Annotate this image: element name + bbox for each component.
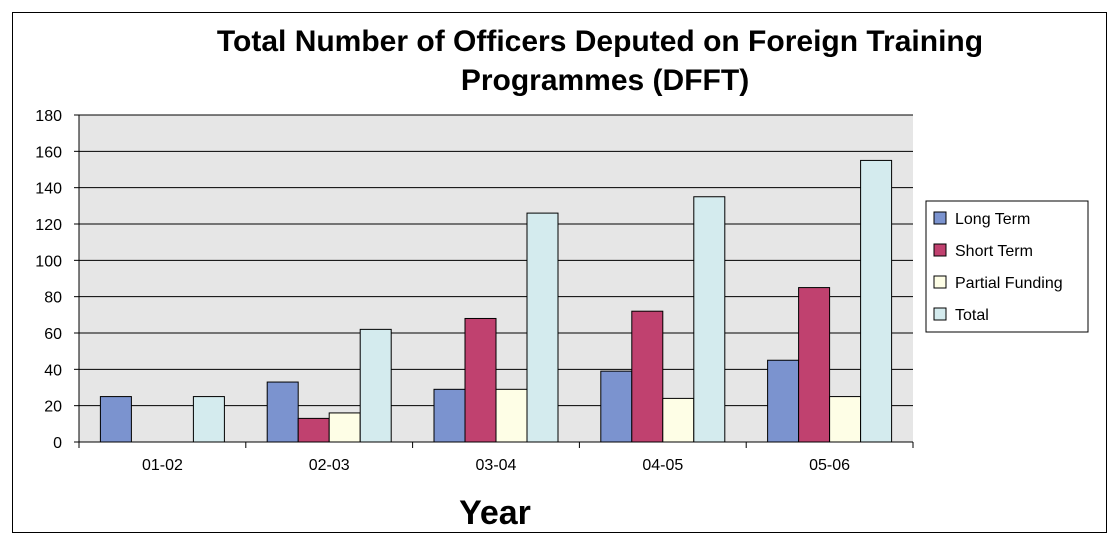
legend-swatch-total (933, 307, 947, 321)
y-tick-label: 100 (35, 253, 62, 270)
bar-partial-funding-03-04 (495, 388, 528, 443)
bar-long-term-05-06 (767, 359, 800, 443)
legend-swatch-long-term (933, 211, 947, 225)
legend: Long Term Short Term Partial Funding Total (925, 200, 1089, 333)
legend-label-short-term: Short Term (955, 243, 1033, 260)
chart-title-line1: Total Number of Officers Deputed on Fore… (217, 25, 983, 58)
y-tick-label: 60 (44, 326, 62, 343)
bar-partial-funding-05-06 (829, 396, 862, 443)
x-tick-label: 02-03 (309, 457, 350, 474)
x-tick-label: 04-05 (642, 457, 683, 474)
y-tick-label: 120 (35, 217, 62, 234)
y-tick-label: 20 (44, 399, 62, 416)
y-tick-label: 140 (35, 181, 62, 198)
x-tick-label: 01-02 (142, 457, 183, 474)
bar-short-term-03-04 (464, 317, 497, 443)
chart-title-line2: Programmes (DFFT) (461, 64, 749, 97)
bar-total-02-03 (359, 328, 392, 443)
bar-total-05-06 (860, 159, 893, 443)
y-tick-label: 40 (44, 362, 62, 379)
x-axis-label: Year (459, 494, 531, 532)
y-axis-ticks: 0 20 40 60 80 100 120 140 160 180 (35, 108, 79, 452)
y-tick-label: 180 (35, 108, 62, 125)
legend-label-long-term: Long Term (955, 211, 1030, 228)
legend-swatch-short-term (933, 243, 947, 257)
bar-short-term-05-06 (798, 287, 831, 443)
legend-label-total: Total (955, 307, 989, 324)
bar-partial-funding-04-05 (662, 397, 695, 443)
legend-swatch-partial-funding (933, 275, 947, 289)
x-tick-label: 05-06 (809, 457, 850, 474)
bar-long-term-01-02 (99, 396, 132, 443)
bar-total-04-05 (693, 196, 726, 443)
bar-total-03-04 (526, 212, 559, 443)
bar-short-term-02-03 (297, 417, 330, 443)
bar-partial-funding-02-03 (328, 412, 361, 443)
bar-long-term-04-05 (600, 370, 633, 443)
y-tick-label: 160 (35, 144, 62, 161)
bar-total-01-02 (192, 396, 225, 443)
x-tick-label: 03-04 (476, 457, 517, 474)
legend-label-partial-funding: Partial Funding (955, 275, 1063, 292)
y-tick-label: 0 (53, 435, 62, 452)
legend-box (925, 200, 1089, 333)
bar-short-term-04-05 (631, 310, 664, 443)
bars (99, 159, 893, 443)
y-tick-label: 80 (44, 290, 62, 307)
bar-long-term-02-03 (266, 381, 299, 443)
x-axis-ticks: 01-02 02-03 03-04 04-05 05-06 (78, 442, 914, 474)
bar-long-term-03-04 (433, 388, 466, 443)
